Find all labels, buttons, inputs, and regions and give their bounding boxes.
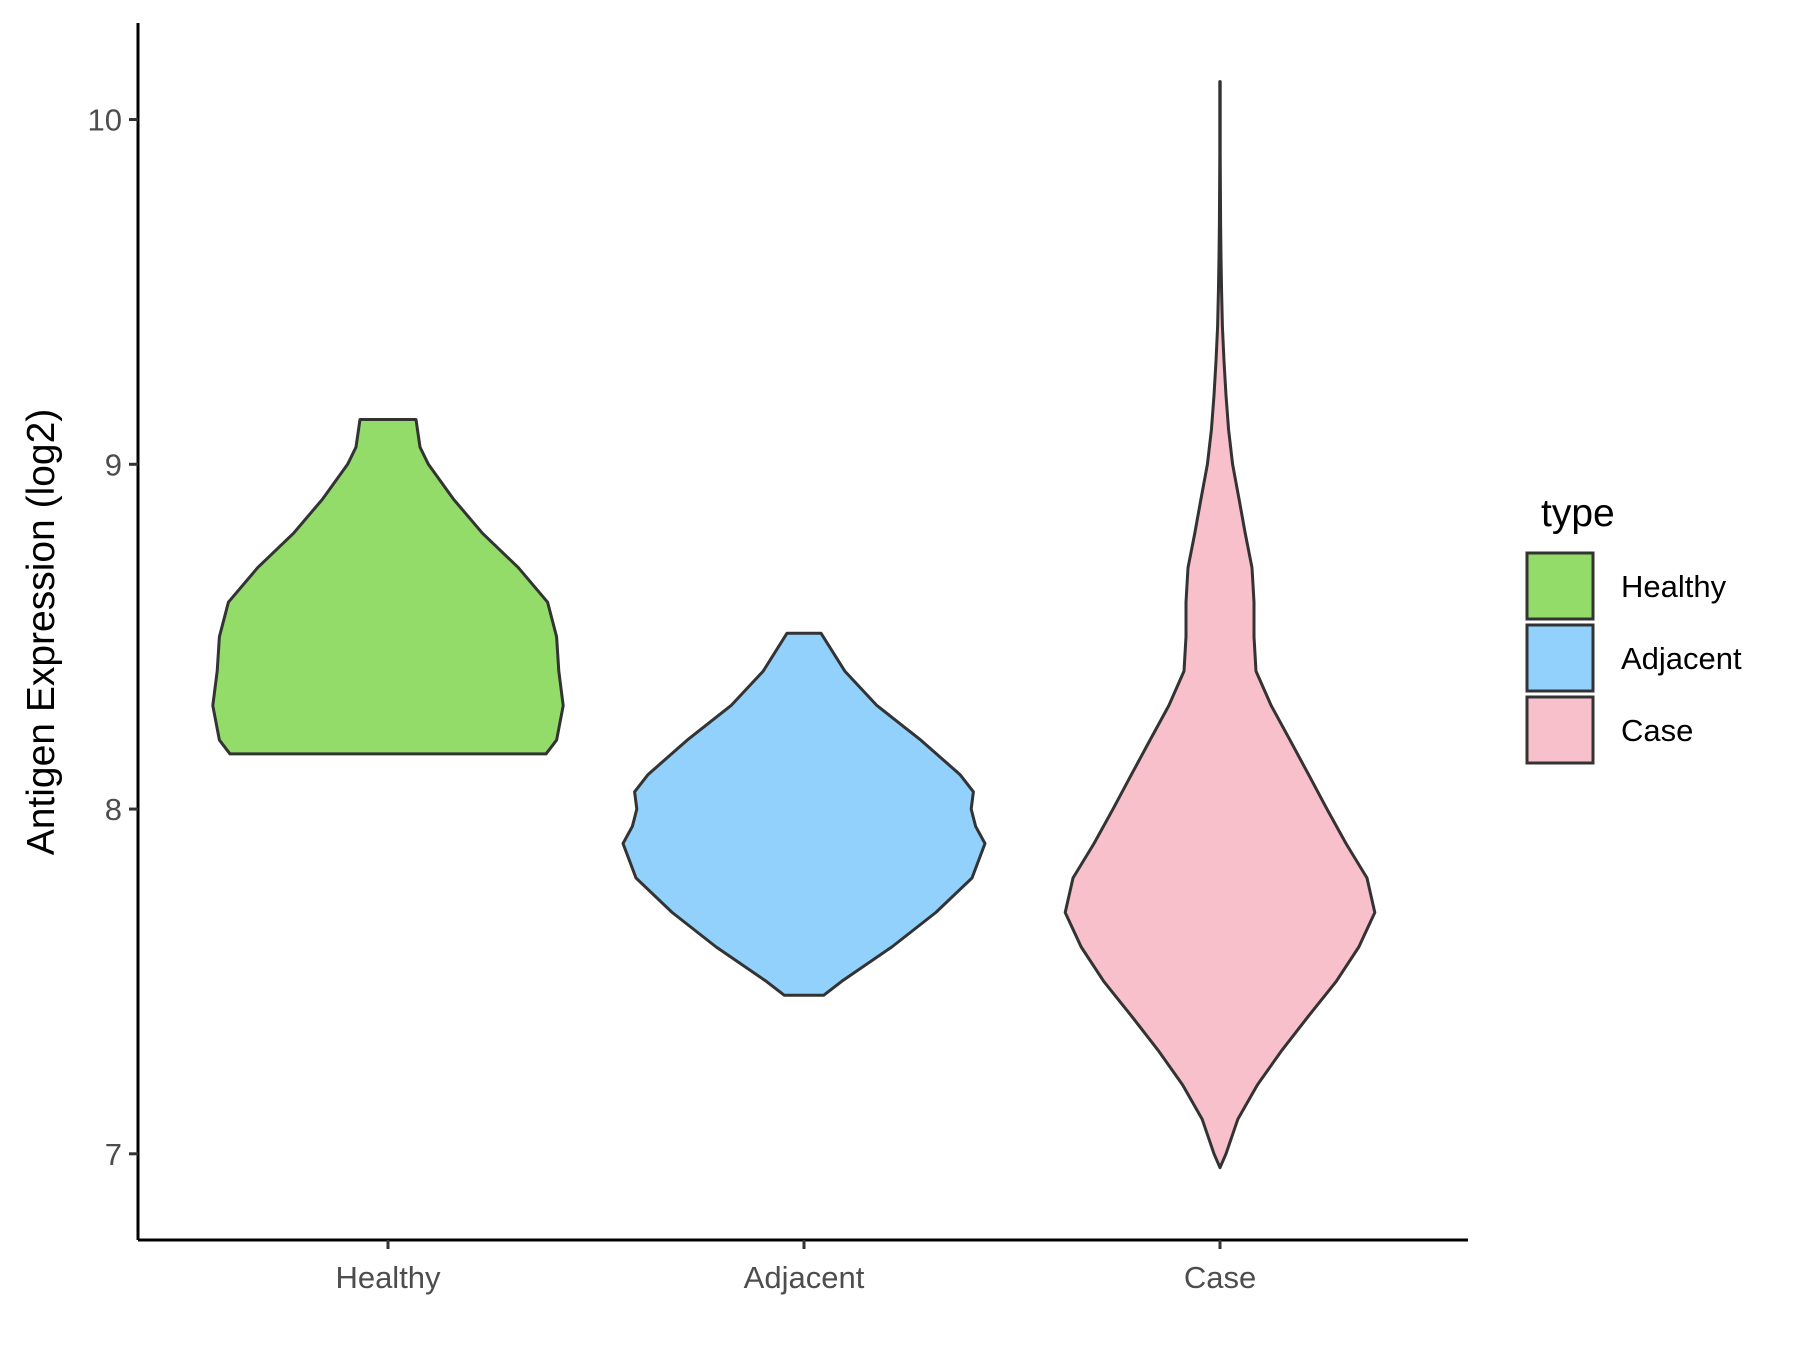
x-ticks: Healthy Adjacent Case — [335, 1240, 1256, 1295]
legend-label-case: Case — [1621, 713, 1693, 748]
legend-label-healthy: Healthy — [1621, 569, 1727, 604]
legend-title: type — [1541, 492, 1615, 535]
violin-adjacent — [621, 631, 987, 997]
legend-label-adjacent: Adjacent — [1621, 641, 1742, 676]
legend-key-case — [1525, 695, 1595, 765]
y-tick-label-9: 9 — [105, 447, 122, 482]
violins-layer — [211, 80, 1377, 1170]
x-tick-label-healthy: Healthy — [335, 1260, 441, 1295]
legend-key-healthy — [1525, 551, 1595, 621]
legend-key-adjacent — [1525, 623, 1595, 693]
y-tick-label-10: 10 — [88, 103, 122, 138]
y-tick-label-7: 7 — [105, 1137, 122, 1172]
x-tick-label-case: Case — [1184, 1260, 1256, 1295]
violin-case — [1063, 80, 1377, 1170]
violin-healthy — [211, 418, 565, 756]
legend: type Healthy Adjacent Case — [1525, 492, 1742, 765]
y-axis-title: Antigen Expression (log2) — [20, 409, 63, 856]
x-tick-label-adjacent: Adjacent — [744, 1260, 865, 1295]
y-ticks: 7 8 9 10 — [88, 103, 138, 1172]
y-tick-label-8: 8 — [105, 792, 122, 827]
